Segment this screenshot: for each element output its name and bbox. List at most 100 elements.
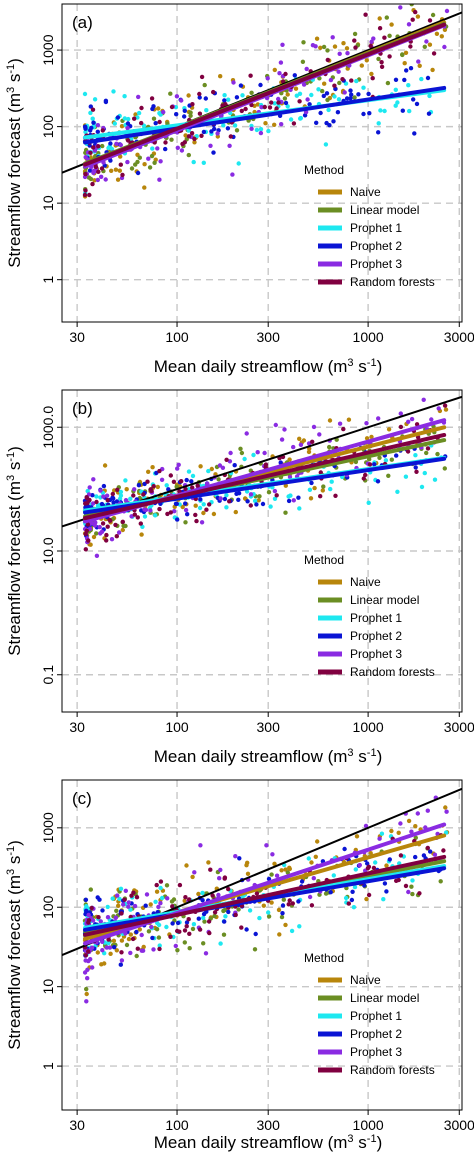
data-point xyxy=(102,463,108,468)
data-point xyxy=(438,879,443,884)
data-point xyxy=(217,876,222,881)
x-tick-label: 100 xyxy=(165,329,189,345)
data-point xyxy=(179,479,184,484)
data-point xyxy=(242,456,247,462)
data-point xyxy=(125,159,130,165)
panel-label: (c) xyxy=(72,789,92,808)
x-tick-label: 100 xyxy=(165,1117,189,1133)
legend-label: Prophet 1 xyxy=(350,611,402,625)
data-point xyxy=(218,867,223,873)
data-point xyxy=(118,162,124,167)
data-point xyxy=(269,872,274,877)
data-point xyxy=(159,477,165,482)
data-point xyxy=(274,106,279,111)
data-point xyxy=(201,915,206,921)
data-point xyxy=(413,9,418,15)
data-point xyxy=(147,165,153,170)
data-point xyxy=(117,496,123,501)
data-point xyxy=(398,5,403,10)
data-point xyxy=(255,450,260,455)
data-point xyxy=(85,488,90,494)
data-point xyxy=(273,422,278,428)
y-tick-label: 100 xyxy=(40,895,56,919)
data-point xyxy=(264,843,269,848)
data-point xyxy=(267,105,273,110)
data-point xyxy=(289,928,295,934)
data-point xyxy=(294,93,299,98)
data-point xyxy=(92,97,98,102)
data-point xyxy=(125,125,130,131)
data-point xyxy=(182,108,187,114)
data-point xyxy=(297,91,303,97)
data-point xyxy=(404,68,409,73)
data-point xyxy=(212,910,218,915)
data-point xyxy=(186,917,191,922)
data-point xyxy=(197,111,203,116)
data-point xyxy=(122,897,127,902)
data-point xyxy=(156,922,162,928)
data-point xyxy=(335,110,341,115)
data-point xyxy=(258,130,264,136)
data-point xyxy=(151,116,157,121)
data-point xyxy=(206,860,211,865)
data-point xyxy=(272,122,277,128)
data-point xyxy=(398,424,404,430)
data-point xyxy=(403,474,409,479)
data-point xyxy=(184,477,189,483)
data-point xyxy=(84,991,89,997)
data-point xyxy=(89,905,94,911)
plot-area xyxy=(62,787,462,1004)
data-point xyxy=(90,116,95,121)
x-tick-label: 1000 xyxy=(353,719,384,735)
data-point xyxy=(292,73,297,78)
data-point xyxy=(270,852,275,857)
data-point xyxy=(291,444,296,450)
data-point xyxy=(96,169,101,174)
data-point xyxy=(117,896,122,902)
data-point xyxy=(119,124,125,129)
data-point xyxy=(272,488,278,494)
legend-title: Method xyxy=(304,163,344,177)
data-point xyxy=(280,42,285,47)
data-point xyxy=(429,417,434,422)
data-point xyxy=(118,886,124,891)
data-point xyxy=(149,96,155,101)
data-point xyxy=(84,999,89,1004)
data-point xyxy=(148,487,153,492)
data-point xyxy=(406,419,411,424)
data-point xyxy=(207,502,212,507)
data-point xyxy=(96,144,101,149)
data-point xyxy=(128,950,133,956)
x-tick-label: 300 xyxy=(257,1117,281,1133)
data-point xyxy=(206,468,211,474)
data-point xyxy=(299,879,305,884)
data-point xyxy=(211,89,216,95)
data-point xyxy=(285,870,290,875)
data-point xyxy=(141,944,146,950)
data-point xyxy=(83,188,88,193)
legend-title: Method xyxy=(304,951,344,965)
data-point xyxy=(120,527,126,533)
data-point xyxy=(99,166,105,171)
data-point xyxy=(409,416,415,422)
data-point xyxy=(309,480,314,486)
data-point xyxy=(158,879,164,884)
data-point xyxy=(432,852,438,857)
data-point xyxy=(364,896,369,902)
data-point xyxy=(328,77,334,83)
data-point xyxy=(431,51,437,56)
data-point xyxy=(331,119,336,124)
data-point xyxy=(174,112,179,117)
data-point xyxy=(237,856,242,861)
data-point xyxy=(139,948,144,953)
data-point xyxy=(312,485,317,491)
data-point xyxy=(165,896,170,901)
data-point xyxy=(244,431,249,436)
data-point xyxy=(283,71,288,77)
fit-line-random-forests xyxy=(83,22,447,167)
data-point xyxy=(227,143,232,148)
data-point xyxy=(191,159,196,165)
data-point xyxy=(238,446,243,451)
data-point xyxy=(366,500,371,505)
